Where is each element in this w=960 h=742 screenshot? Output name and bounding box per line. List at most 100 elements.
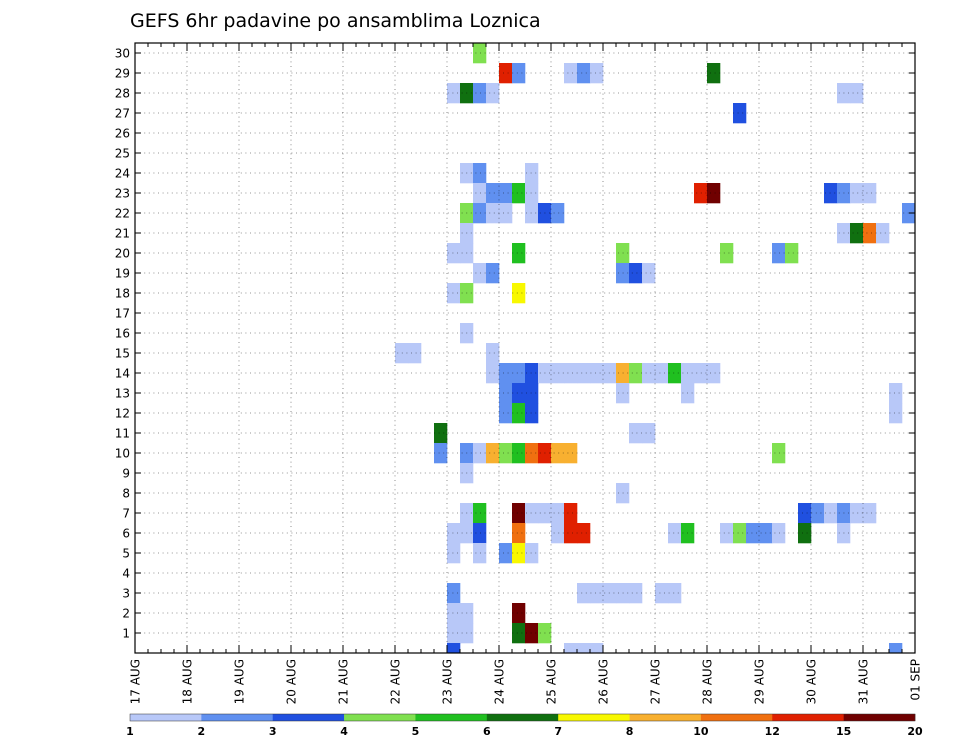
heatmap-cell bbox=[473, 503, 487, 524]
chart-title: GEFS 6hr padavine po ansamblima Loznica bbox=[130, 10, 541, 32]
heatmap-cell bbox=[694, 183, 708, 204]
legend-swatch bbox=[201, 714, 274, 721]
heatmap-cell bbox=[486, 343, 500, 364]
heatmap-cell bbox=[499, 403, 513, 424]
heatmap-cell bbox=[525, 383, 539, 404]
heatmap-cell bbox=[473, 83, 487, 104]
y-tick-label: 6 bbox=[122, 527, 130, 541]
heatmap-cell bbox=[707, 63, 721, 84]
heatmap-cells bbox=[395, 43, 916, 654]
heatmap-cell bbox=[668, 363, 682, 384]
heatmap-cell bbox=[551, 443, 565, 464]
heatmap-cell bbox=[785, 243, 799, 264]
heatmap-cell bbox=[850, 183, 864, 204]
legend-label: 20 bbox=[907, 725, 923, 738]
y-tick-label: 4 bbox=[122, 567, 130, 581]
heatmap-cell bbox=[551, 503, 565, 524]
y-tick-label: 21 bbox=[115, 227, 130, 241]
heatmap-cell bbox=[434, 443, 448, 464]
heatmap-cell bbox=[668, 523, 682, 544]
heatmap-cell bbox=[707, 183, 721, 204]
x-tick-label: 27 AUG bbox=[649, 659, 663, 704]
heatmap-cell bbox=[720, 243, 734, 264]
heatmap-cell bbox=[447, 243, 461, 264]
heatmap-cell bbox=[629, 423, 643, 444]
heatmap-cell bbox=[447, 583, 461, 604]
heatmap-cell bbox=[512, 403, 526, 424]
heatmap-cell bbox=[486, 203, 500, 224]
heatmap-cell bbox=[824, 183, 838, 204]
legend-label: 15 bbox=[836, 725, 851, 738]
heatmap-cell bbox=[525, 543, 539, 564]
heatmap-cell bbox=[811, 503, 825, 524]
heatmap-cell bbox=[499, 203, 513, 224]
heatmap-cell bbox=[499, 63, 513, 84]
heatmap-cell bbox=[850, 503, 864, 524]
heatmap-cell bbox=[850, 83, 864, 104]
y-tick-label: 17 bbox=[115, 307, 130, 321]
heatmap-cell bbox=[434, 423, 448, 444]
legend-swatch bbox=[344, 714, 416, 721]
y-tick-label: 19 bbox=[115, 267, 130, 281]
heatmap-cell bbox=[889, 403, 903, 424]
heatmap-cell bbox=[499, 543, 513, 564]
x-tick-label: 01 SEP bbox=[909, 659, 923, 701]
heatmap-cell bbox=[486, 363, 500, 384]
y-tick-label: 8 bbox=[122, 487, 130, 501]
legend-label: 6 bbox=[483, 725, 491, 738]
legend-swatch bbox=[629, 714, 702, 721]
heatmap-cell bbox=[590, 63, 604, 84]
legend-swatch bbox=[130, 714, 202, 721]
heatmap-cell bbox=[512, 283, 526, 304]
heatmap-cell bbox=[473, 263, 487, 284]
heatmap-cell bbox=[889, 643, 903, 654]
x-tick-label: 29 AUG bbox=[753, 659, 767, 704]
heatmap-cell bbox=[447, 543, 461, 564]
heatmap-cell bbox=[577, 363, 591, 384]
legend-swatch bbox=[558, 714, 630, 721]
heatmap-cell bbox=[824, 503, 838, 524]
x-tick-label: 20 AUG bbox=[285, 659, 299, 704]
heatmap-cell bbox=[850, 223, 864, 244]
y-tick-label: 1 bbox=[122, 627, 130, 641]
legend-label: 7 bbox=[554, 725, 562, 738]
legend-label: 4 bbox=[340, 725, 348, 738]
heatmap-cell bbox=[642, 423, 656, 444]
y-tick-label: 23 bbox=[115, 187, 130, 201]
heatmap-cell bbox=[499, 363, 513, 384]
heatmap-cell bbox=[499, 183, 513, 204]
heatmap-cell bbox=[512, 443, 526, 464]
heatmap-cell bbox=[694, 363, 708, 384]
heatmap-cell bbox=[564, 643, 578, 654]
heatmap-cell bbox=[668, 583, 682, 604]
x-tick-label: 31 AUG bbox=[857, 659, 871, 704]
heatmap-cell bbox=[512, 183, 526, 204]
heatmap-cell bbox=[551, 203, 565, 224]
heatmap-cell bbox=[408, 343, 422, 364]
heatmap-cell bbox=[486, 263, 500, 284]
legend-label: 2 bbox=[198, 725, 206, 738]
heatmap-cell bbox=[473, 443, 487, 464]
y-tick-label: 14 bbox=[115, 367, 130, 381]
y-tick-label: 10 bbox=[115, 447, 130, 461]
color-legend: 1 2 3 4 5 6 7 8 10 12 15 20 bbox=[126, 713, 923, 738]
y-tick-label: 29 bbox=[115, 67, 130, 81]
heatmap-cell bbox=[642, 363, 656, 384]
grid-lines bbox=[135, 43, 915, 653]
heatmap-cell bbox=[551, 523, 565, 544]
y-tick-label: 3 bbox=[122, 587, 130, 601]
heatmap-cell bbox=[512, 63, 526, 84]
heatmap-cell bbox=[499, 443, 513, 464]
y-tick-label: 24 bbox=[115, 167, 130, 181]
heatmap-cell bbox=[447, 83, 461, 104]
heatmap-cell bbox=[486, 443, 500, 464]
x-tick-label: 24 AUG bbox=[493, 659, 507, 704]
heatmap-cell bbox=[876, 223, 890, 244]
heatmap-cell bbox=[525, 503, 539, 524]
heatmap-cell bbox=[655, 363, 669, 384]
heatmap-cell bbox=[512, 603, 526, 624]
heatmap-cell bbox=[447, 643, 461, 654]
heatmap-cell bbox=[525, 623, 539, 644]
y-tick-label: 5 bbox=[122, 547, 130, 561]
